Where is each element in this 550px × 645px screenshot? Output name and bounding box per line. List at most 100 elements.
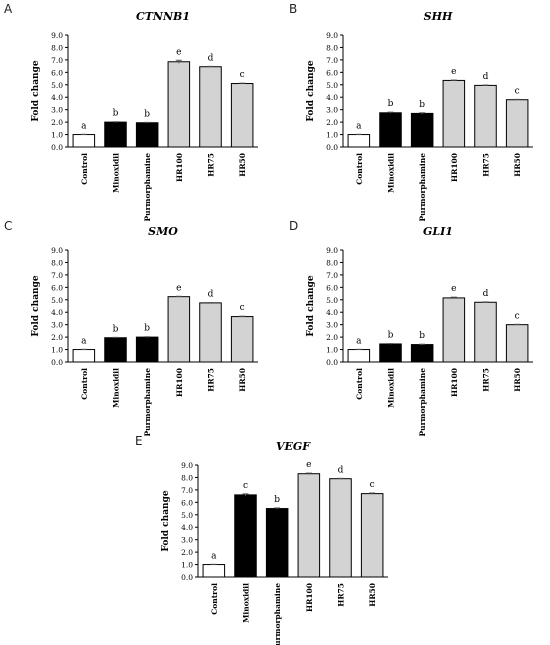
x-tick-label: Minoxidil — [112, 153, 121, 193]
y-tick-label: 2.0 — [326, 333, 338, 342]
significance-letter: a — [356, 121, 362, 131]
panel-e: E VEGF Fold change 0.0 1.0 2.0 3.0 4.0 5.0 6.0 7.… — [130, 430, 405, 645]
y-tick-label: 7.0 — [181, 486, 193, 495]
bar — [167, 61, 191, 148]
bar — [505, 99, 529, 148]
y-tick-label: 8.0 — [51, 258, 63, 267]
x-tick-label: HR100 — [175, 153, 184, 182]
y-tick-label: 2.0 — [181, 548, 193, 557]
chart-svg: CTNNB1 Fold change 0.0 1.0 2.0 3.0 4.0 5.0 6.0 7.… — [31, 10, 258, 222]
x-tick-label: HR75 — [482, 153, 491, 177]
x-tick-label: Minoxidil — [387, 153, 396, 193]
y-tick-label: 1.0 — [51, 346, 63, 355]
y-tick-label: 8.0 — [326, 43, 338, 52]
y-tick-label: 4.0 — [326, 308, 338, 317]
significance-letter: b — [388, 99, 394, 109]
bar — [347, 134, 371, 148]
significance-letter: e — [451, 67, 456, 77]
y-tick-label: 5.0 — [51, 296, 63, 305]
y-tick-label: 0.0 — [181, 573, 193, 582]
bar — [135, 122, 159, 148]
bar — [199, 66, 222, 148]
panel-letter: E — [135, 434, 143, 448]
panel-d: D GLI1 Fold change 0.0 1.0 2.0 3.0 4.0 5.0 6.0 7.… — [275, 215, 550, 437]
significance-letter: b — [274, 495, 280, 505]
chart-title: SMO — [148, 225, 178, 238]
bar — [410, 112, 434, 148]
x-tick-label: HR50 — [238, 368, 247, 392]
bar — [474, 301, 497, 363]
significance-letter: a — [81, 336, 87, 346]
y-tick-label: 8.0 — [181, 473, 193, 482]
bar — [410, 344, 434, 363]
significance-letter: d — [483, 72, 489, 82]
y-tick-label: 9.0 — [181, 461, 193, 470]
x-tick-label: Purmorphamine — [418, 153, 427, 222]
bar — [72, 134, 96, 148]
y-tick-label: 7.0 — [51, 271, 63, 280]
x-tick-label: Minoxidil — [387, 368, 396, 408]
bar — [230, 316, 254, 363]
bar — [379, 112, 402, 148]
x-tick-label: Minoxidil — [242, 583, 251, 623]
significance-letter: b — [388, 331, 394, 341]
x-tick-label: HR75 — [482, 368, 491, 392]
significance-letter: b — [144, 324, 150, 334]
y-tick-label: 7.0 — [326, 56, 338, 65]
panel-a: A CTNNB1 Fold change 0.0 1.0 2.0 3.0 4.0 5.0 6.0… — [0, 0, 275, 222]
x-tick-label: HR75 — [207, 153, 216, 177]
bar — [379, 343, 402, 363]
bar — [347, 349, 371, 363]
bar — [360, 493, 384, 578]
x-tick-label: HR75 — [207, 368, 216, 392]
x-tick-label: Purmorphamine — [143, 368, 152, 437]
bar — [199, 302, 222, 363]
x-tick-label: Minoxidil — [112, 368, 121, 408]
significance-letter: a — [211, 551, 217, 561]
bar — [505, 324, 529, 363]
y-axis-label: Fold change — [161, 490, 171, 551]
significance-letter: e — [176, 283, 181, 293]
bar — [442, 79, 466, 148]
x-tick-label: HR75 — [337, 583, 346, 607]
y-tick-label: 9.0 — [326, 31, 338, 40]
y-tick-label: 3.0 — [51, 106, 63, 115]
chart-svg: SHH Fold change 0.0 1.0 2.0 3.0 4.0 5.0 6.0 7.0 8.… — [306, 10, 533, 222]
bar — [442, 297, 466, 363]
significance-letter: b — [113, 324, 119, 334]
y-tick-label: 8.0 — [51, 43, 63, 52]
significance-letter: c — [370, 480, 375, 490]
x-tick-label: HR100 — [450, 153, 459, 182]
panel-b: B SHH Fold change 0.0 1.0 2.0 3.0 4.0 5.0 6.0 7.0… — [275, 0, 550, 222]
significance-letter: b — [144, 109, 150, 119]
significance-letter: d — [208, 290, 214, 300]
y-tick-label: 3.0 — [181, 536, 193, 545]
significance-letter: c — [515, 311, 520, 321]
significance-letter: c — [240, 303, 245, 313]
y-tick-label: 3.0 — [51, 321, 63, 330]
chart-title: GLI1 — [423, 225, 453, 238]
y-tick-label: 5.0 — [326, 296, 338, 305]
significance-letter: a — [356, 336, 362, 346]
x-tick-label: Control — [355, 368, 364, 400]
y-tick-label: 2.0 — [51, 333, 63, 342]
y-axis-label: Fold change — [31, 60, 41, 121]
bar — [167, 296, 191, 363]
bar — [297, 473, 321, 578]
chart-title: SHH — [424, 10, 453, 23]
y-tick-label: 6.0 — [326, 283, 338, 292]
significance-letter: e — [176, 47, 181, 57]
chart-title: CTNNB1 — [136, 10, 190, 23]
y-tick-label: 9.0 — [326, 246, 338, 255]
bar — [135, 336, 159, 363]
bar — [104, 337, 127, 363]
y-tick-label: 3.0 — [326, 321, 338, 330]
significance-letter: e — [306, 460, 311, 470]
panel-letter: B — [289, 2, 298, 16]
chart-svg: GLI1 Fold change 0.0 1.0 2.0 3.0 4.0 5.0 6.0 7.0 8… — [306, 225, 533, 437]
panel-letter: A — [4, 2, 13, 16]
significance-letter: d — [483, 289, 489, 299]
x-tick-label: HR100 — [450, 368, 459, 397]
y-tick-label: 4.0 — [51, 308, 63, 317]
significance-letter: c — [243, 481, 248, 491]
